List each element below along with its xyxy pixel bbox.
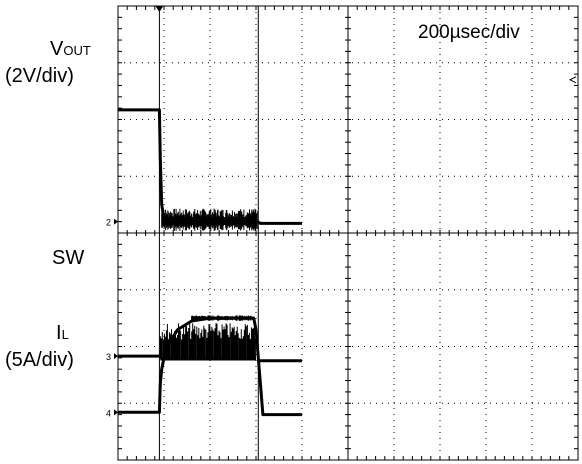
sw-label: SW: [52, 247, 85, 269]
il-label: IL: [56, 322, 69, 344]
trigger-level-marker: [568, 76, 577, 84]
vout-label: VOUT: [50, 38, 91, 60]
sw-burst: [159, 323, 256, 359]
sw-ground-marker: 3: [106, 352, 111, 362]
sw-ground-arrow: [114, 353, 118, 360]
timebase-label: 200µsec/div: [418, 22, 520, 43]
vout-ground-marker: 2: [106, 218, 111, 228]
trigger-marker: [155, 6, 164, 12]
il-trace: [118, 316, 302, 417]
il-ground-arrow: [114, 409, 118, 416]
vout-scale-label: (2V/div): [5, 65, 74, 87]
il-ground-marker: 4: [106, 408, 111, 418]
il-scale-label: (5A/div): [5, 349, 74, 371]
vout-noise: [161, 208, 258, 231]
il-noise: [191, 315, 254, 321]
vout-ground-arrow: [114, 218, 118, 225]
